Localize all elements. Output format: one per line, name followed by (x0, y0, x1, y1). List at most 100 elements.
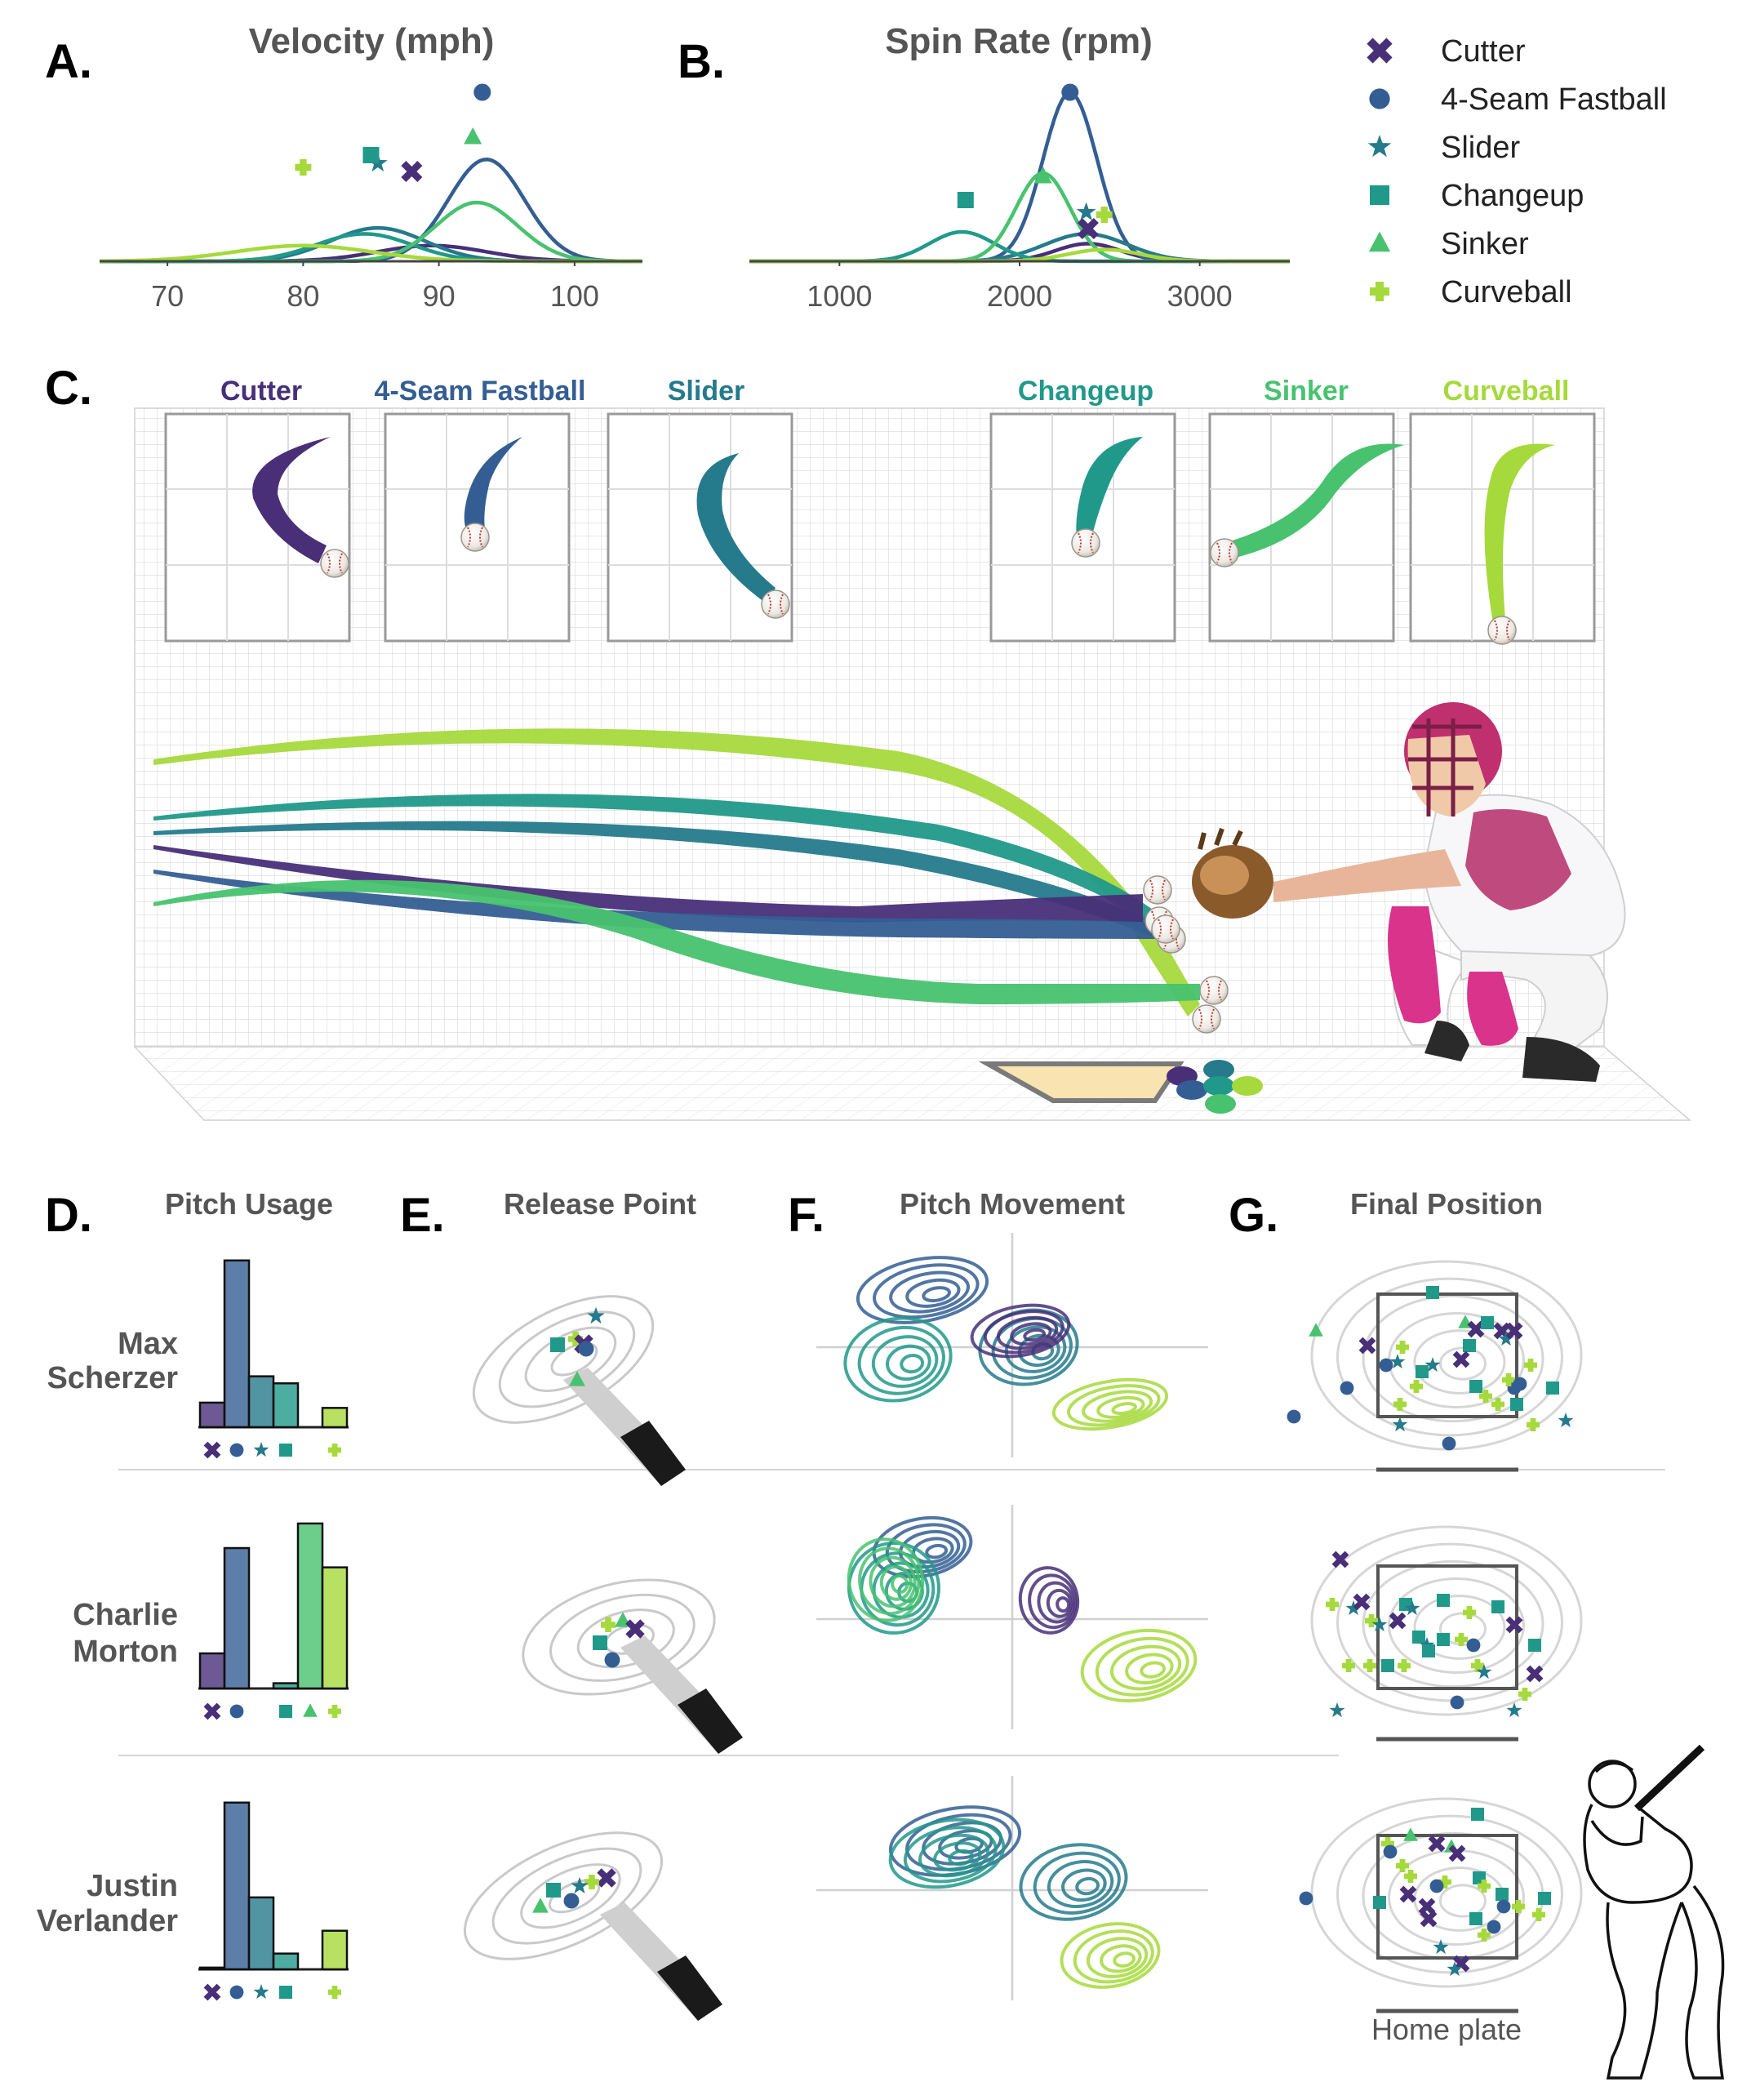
density-contour (843, 1316, 953, 1403)
break-arc-sinker (1224, 443, 1404, 559)
legend-item-slider: Slider (1367, 131, 1520, 165)
usage-bars-justin-verlander (198, 1801, 349, 2001)
density-contour (1082, 1390, 1153, 1423)
pitcher-name-3-first: Justin (87, 1869, 178, 1903)
inset-label-curveball: Curveball (1443, 376, 1570, 407)
final-marker-4-seam-fastball (1287, 1409, 1301, 1424)
usage-marker-4-seam-fastball (229, 1704, 244, 1719)
final-marker-curveball (1381, 1837, 1394, 1850)
density-contour (905, 1278, 961, 1308)
final-marker-slider (1433, 1939, 1449, 1955)
panel-letter-f: F. (788, 1189, 824, 1242)
final-marker-4-seam-fastball (1450, 1695, 1464, 1710)
pitch-usage-bars (198, 1259, 349, 2001)
final-marker-curveball (1365, 1614, 1378, 1627)
density-contour (1046, 1588, 1073, 1618)
density-contour (1067, 1384, 1161, 1427)
final-marker-4-seam-fastball (1496, 1899, 1511, 1914)
usage-marker-changeup (279, 1705, 292, 1718)
final-marker-slider (1447, 1961, 1463, 1977)
inset-curveball: Curveball (1409, 376, 1596, 645)
density-contour (1100, 1944, 1142, 1973)
spin-rate-density-chart: B. Spin Rate (rpm) 1000 2000 3000 (678, 21, 1290, 313)
final-marker-cutter (1428, 1835, 1446, 1853)
density-contour (925, 1543, 949, 1559)
density-contour (1125, 1653, 1174, 1685)
inset-label-cutter: Cutter (220, 376, 302, 407)
density-contour (1056, 1596, 1071, 1613)
release-marker-4-seam-fastball (578, 1341, 594, 1357)
final-marker-curveball (1398, 1659, 1411, 1672)
release-plot-3 (463, 1831, 722, 2021)
tick-label: 1000 (807, 279, 872, 313)
final-marker-4-seam-fastball (1340, 1381, 1354, 1395)
density-contour (1413, 1595, 1506, 1660)
final-position-plot-1 (1287, 1260, 1583, 1472)
landing-dot-4-seam-fastball (1176, 1080, 1207, 1100)
final-marker-changeup (1510, 1398, 1523, 1411)
final-marker-curveball (1524, 1359, 1537, 1372)
density-contour (1023, 1328, 1047, 1342)
baseball-icon (1487, 616, 1517, 645)
density-contour (847, 1537, 925, 1622)
mean-marker-cutter (401, 160, 423, 183)
legend-marker-slider (1367, 135, 1392, 158)
final-marker-cutter (1505, 1322, 1523, 1340)
density-contour (891, 1574, 909, 1595)
density-contour (576, 1608, 675, 1669)
pitcher-sleeve (678, 1688, 743, 1754)
panel-letter-c: C. (45, 362, 92, 415)
movement-column-title: Pitch Movement (900, 1187, 1125, 1221)
usage-marker-curveball (328, 1986, 341, 1999)
final-marker-curveball (1478, 1880, 1491, 1893)
usage-bar-slider (247, 1375, 275, 1429)
density-contour (948, 1849, 975, 1866)
release-point-plots (463, 1295, 743, 2021)
usage-bar-4-seam-fastball (223, 1801, 251, 1971)
final-marker-curveball (1342, 1659, 1355, 1672)
density-contour (889, 1270, 971, 1314)
inset-label-sinker: Sinker (1264, 376, 1349, 407)
tick-label: 90 (423, 279, 456, 313)
final-marker-changeup (1471, 1808, 1484, 1821)
legend-marker-sinker (1368, 231, 1391, 252)
legend-label: 4-Seam Fastball (1441, 82, 1667, 117)
legend-marker-4-seam-fastball (1369, 88, 1390, 109)
final-marker-cutter (1399, 1885, 1417, 1903)
legend-item-changeup: Changeup (1370, 179, 1584, 213)
inset-label-changeup: Changeup (1018, 376, 1153, 407)
final-marker-slider (1476, 1664, 1492, 1680)
density-contour (550, 1341, 598, 1377)
density-contour (1140, 1661, 1167, 1679)
inset-label-4-seam-fastball: 4-Seam Fastball (375, 376, 586, 407)
velocity-tick-labels: 70 80 90 100 (151, 261, 599, 313)
tick-label: 2000 (987, 279, 1052, 313)
density-contour (1080, 1628, 1198, 1703)
tick-label: 70 (151, 279, 184, 313)
final-marker-cutter (1418, 1898, 1436, 1915)
density-curve-changeup (749, 229, 1290, 264)
density-contour (857, 1325, 945, 1395)
mean-marker-4-seam-fastball (473, 83, 491, 101)
density-contour (996, 1315, 1059, 1350)
mean-marker-sinker (464, 127, 482, 145)
pitch-trajectories (153, 728, 1229, 1034)
final-marker-changeup (1491, 1600, 1504, 1613)
final-marker-changeup (1437, 1633, 1450, 1646)
usage-marker-cutter (203, 1983, 221, 2001)
density-contour (1037, 1581, 1075, 1624)
release-plot-2 (522, 1578, 743, 1754)
usage-bar-curveball (321, 1929, 349, 1971)
usage-bars-max-scherzer (198, 1259, 349, 1459)
pitch-type-legend: Cutter 4-Seam Fastball Slider Changeup Sinke… (1367, 34, 1667, 309)
usage-marker-4-seam-fastball (229, 1443, 244, 1457)
legend-item-sinker: Sinker (1368, 227, 1529, 261)
pitcher-name-3-last: Verlander (37, 1904, 178, 1938)
density-contour (869, 1555, 917, 1608)
final-marker-changeup (1469, 1912, 1482, 1925)
legend-label: Sinker (1441, 227, 1529, 261)
density-contour (491, 1847, 642, 1945)
density-contour (872, 1515, 973, 1579)
usage-bar-slider (247, 1896, 275, 1971)
usage-marker-curveball (328, 1444, 341, 1457)
